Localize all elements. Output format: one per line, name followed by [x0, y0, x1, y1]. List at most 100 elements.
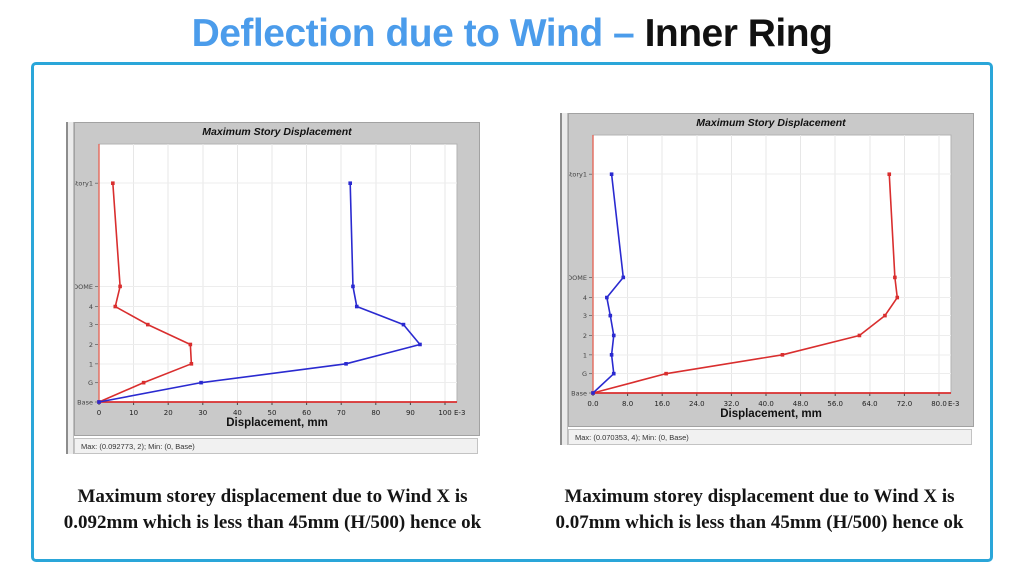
x-tick-label: 100: [438, 409, 451, 417]
data-point-marker: [354, 304, 359, 309]
data-point-marker: [780, 353, 785, 357]
x-unit-label: E-3: [454, 409, 465, 417]
story-label: 3: [583, 312, 587, 320]
story-label: 4: [89, 303, 93, 311]
story-label: G: [582, 370, 587, 378]
x-tick-label: 30: [198, 409, 207, 417]
data-point-marker: [418, 342, 422, 347]
caption-line: Maximum storey displacement due to Wind …: [564, 486, 955, 507]
x-tick-label: 32.0: [724, 400, 740, 408]
data-point-marker: [857, 333, 862, 338]
x-tick-label: 64.0: [862, 400, 878, 408]
x-tick-label: 90: [406, 409, 415, 417]
x-tick-label: 48.0: [793, 400, 809, 408]
x-tick-label: 0: [97, 409, 101, 417]
data-point-marker: [97, 400, 101, 404]
chart-window-right: Maximum Story Displacement 0.0 8.0 16.0 24.…: [560, 113, 974, 445]
content-frame: [31, 62, 993, 562]
page-title-rest: Inner Ring: [644, 12, 833, 55]
x-tick-label: 8.0: [622, 400, 633, 408]
data-point-marker: [887, 172, 892, 177]
x-tick-label: 70: [337, 409, 346, 417]
data-point-marker: [141, 380, 146, 385]
data-point-marker: [893, 275, 897, 280]
caption-line: 0.092mm which is less than 45mm (H/500) …: [63, 512, 482, 533]
x-axis-title: Displacement, mm: [720, 408, 822, 420]
story-label: 2: [89, 341, 93, 349]
caption-right: Maximum storey displacement due to Wind …: [527, 484, 992, 536]
story-label: 2: [583, 332, 587, 340]
series-line-red: [98, 183, 193, 403]
data-point-marker: [111, 181, 115, 186]
chart-panel: Maximum Story Displacement 0.0 8.0 16.0 24.…: [568, 113, 974, 427]
data-point-marker: [401, 322, 406, 327]
x-tick-label: 20: [164, 409, 173, 417]
series-line-blue: [592, 174, 625, 394]
story-label: 1: [583, 351, 587, 359]
data-point-marker: [344, 362, 348, 366]
chart-title: Maximum Story Displacement: [202, 126, 352, 138]
series-line-red: [592, 174, 899, 394]
data-point-marker: [145, 322, 150, 327]
data-point-marker: [611, 333, 616, 338]
x-tick-label: 40: [233, 409, 242, 417]
x-tick-label: 80.0: [931, 400, 947, 408]
story-label: 1: [89, 360, 93, 368]
chart-window-left: Maximum Story Displacement 0 10 20 30 40 50 60…: [66, 122, 480, 454]
story-label: Base: [571, 390, 587, 398]
x-tick-label: 24.0: [689, 400, 705, 408]
story-label: 4: [583, 294, 587, 302]
x-tick-label: 16.0: [654, 400, 670, 408]
story-label: Base: [77, 399, 93, 407]
story-label: DOME: [569, 274, 587, 282]
window-edge-strip: [560, 113, 568, 445]
window-edge-strip: [66, 122, 74, 454]
data-point-marker: [883, 313, 887, 318]
x-tick-label: 72.0: [897, 400, 913, 408]
x-tick-label: 10: [129, 409, 138, 417]
data-point-marker: [609, 172, 614, 177]
data-point-marker: [611, 371, 616, 376]
data-point-marker: [895, 295, 900, 300]
plot-area: [592, 134, 952, 394]
story-label: DOME: [75, 283, 93, 291]
chart-panel: Maximum Story Displacement 0 10 20 30 40 50 60…: [74, 122, 480, 436]
data-point-marker: [113, 304, 118, 309]
page-title-accent: Deflection due to Wind –: [191, 12, 645, 55]
data-point-marker: [188, 342, 193, 347]
data-point-marker: [664, 371, 668, 376]
plot-area: [98, 143, 458, 403]
x-tick-label: 56.0: [827, 400, 843, 408]
data-point-marker: [609, 353, 614, 357]
chart-title: Maximum Story Displacement: [696, 117, 846, 129]
caption-left: Maximum storey displacement due to Wind …: [40, 484, 505, 536]
data-point-marker: [608, 313, 613, 318]
story-label: 3: [89, 321, 93, 329]
story-label: G: [88, 379, 93, 387]
x-tick-label: 40.0: [758, 400, 774, 408]
caption-line: 0.07mm which is less than 45mm (H/500) h…: [555, 512, 964, 533]
story-label: Story1: [75, 180, 93, 188]
x-tick-label: 80: [371, 409, 380, 417]
caption-line: Maximum storey displacement due to Wind …: [77, 486, 468, 507]
data-point-marker: [605, 295, 609, 300]
data-point-marker: [118, 284, 122, 289]
x-tick-label: 0.0: [587, 400, 598, 408]
x-tick-label: 60: [302, 409, 311, 417]
story-label: Story1: [569, 171, 587, 179]
data-point-marker: [591, 391, 595, 395]
story-displacement-plot: 0.0 8.0 16.0 24.0 32.0 40.0 48.0 56.0 64.0 72.0 80…: [569, 134, 959, 408]
x-axis-title: Displacement, mm: [226, 417, 328, 429]
data-point-marker: [621, 275, 626, 280]
x-unit-label: E-3: [948, 400, 959, 408]
x-tick-label: 50: [268, 409, 277, 417]
page-title: Deflection due to Wind – Inner Ring: [0, 12, 1024, 56]
data-point-marker: [348, 181, 352, 186]
data-point-marker: [189, 362, 194, 366]
series-line-blue: [98, 183, 421, 403]
status-bar: Max: (0.092773, 2); Min: (0, Base): [74, 438, 478, 454]
status-bar: Max: (0.070353, 4); Min: (0, Base): [568, 429, 972, 445]
data-point-marker: [199, 380, 203, 385]
data-point-marker: [351, 284, 355, 289]
